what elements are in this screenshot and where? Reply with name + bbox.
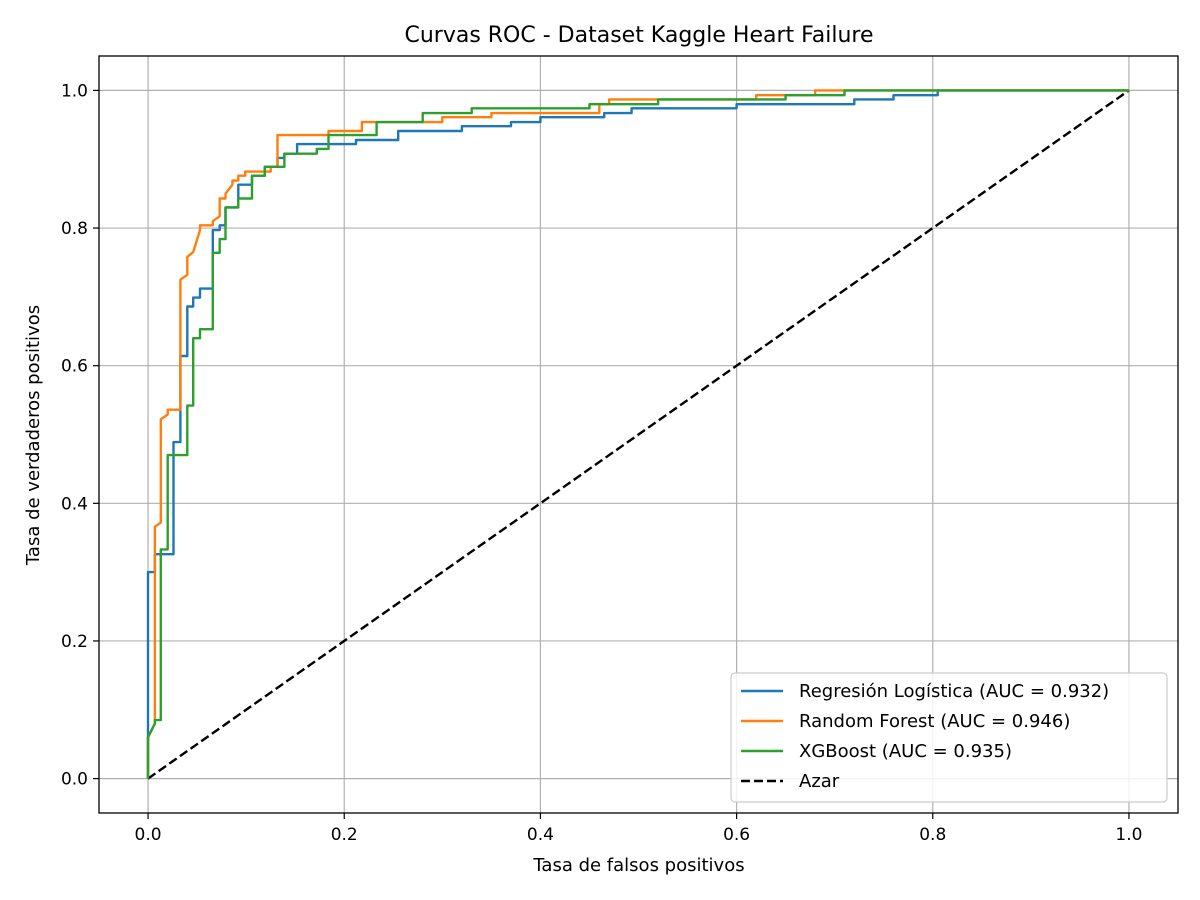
y-tick-label-3: 0.6 bbox=[61, 357, 88, 377]
x-tick-label-5: 1.0 bbox=[1115, 825, 1142, 845]
series-line-1 bbox=[146, 89, 1129, 779]
x-tick-label-0: 0.0 bbox=[135, 825, 162, 845]
y-tick-label-0: 0.0 bbox=[61, 770, 88, 790]
y-tick-label-4: 0.8 bbox=[61, 219, 88, 239]
series-layer bbox=[146, 89, 1130, 780]
y-tick-label-1: 0.2 bbox=[61, 632, 88, 652]
legend-label-3: Azar bbox=[799, 771, 840, 792]
legend-label-1: Random Forest (AUC = 0.946) bbox=[799, 711, 1070, 732]
x-tick-label-4: 0.8 bbox=[919, 825, 946, 845]
legend-label-0: Regresión Logística (AUC = 0.932) bbox=[799, 681, 1109, 702]
y-tick-label-2: 0.4 bbox=[61, 494, 88, 514]
series-line-3 bbox=[147, 89, 1130, 780]
grid bbox=[99, 56, 1178, 813]
chart-title: Curvas ROC - Dataset Kaggle Heart Failur… bbox=[404, 23, 873, 48]
x-tick-label-3: 0.6 bbox=[723, 825, 750, 845]
legend-box bbox=[730, 672, 1168, 803]
legend-label-2: XGBoost (AUC = 0.935) bbox=[799, 741, 1012, 762]
legend: Regresión Logística (AUC = 0.932) Random … bbox=[730, 672, 1168, 803]
series-line-2 bbox=[146, 89, 1129, 779]
x-tick-label-2: 0.4 bbox=[527, 825, 554, 845]
y-axis-label: Tasa de verdaderos positivos bbox=[23, 305, 44, 566]
x-tick-label-1: 0.2 bbox=[331, 825, 358, 845]
ticks: 0.0 0.2 0.4 0.6 0.8 1.0 0.0 0.2 0.4 0.6 0.8 1.0 bbox=[61, 81, 1143, 845]
y-tick-label-5: 1.0 bbox=[61, 81, 88, 101]
x-axis-label: Tasa de falsos positivos bbox=[532, 855, 744, 876]
plot-frame bbox=[98, 55, 1179, 814]
